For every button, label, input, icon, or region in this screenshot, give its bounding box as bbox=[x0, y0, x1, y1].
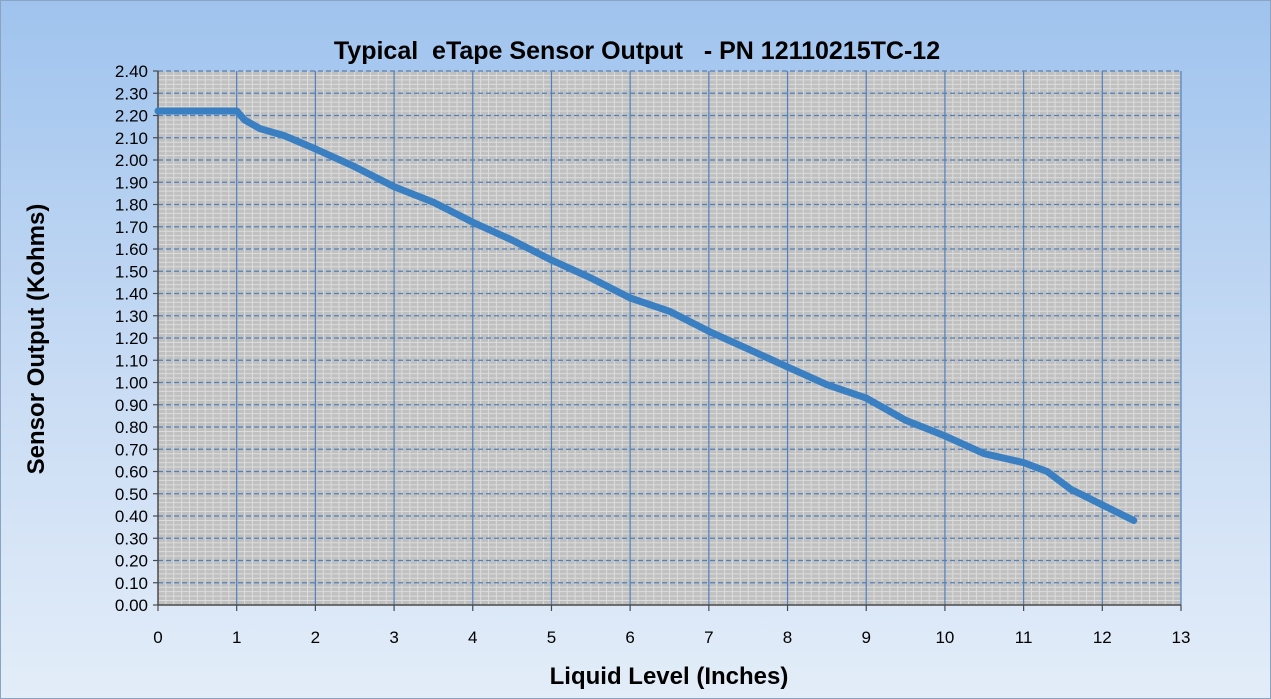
y-tick-label: 1.60 bbox=[115, 240, 148, 259]
x-tick-label: 11 bbox=[1015, 628, 1033, 647]
y-tick-label: 0.70 bbox=[115, 440, 148, 459]
y-tick-label: 2.30 bbox=[115, 84, 148, 103]
x-tick-label: 3 bbox=[389, 628, 398, 647]
x-tick-label: 6 bbox=[625, 628, 634, 647]
x-tick-label: 5 bbox=[547, 628, 556, 647]
y-tick-label: 1.00 bbox=[115, 374, 148, 393]
x-tick-label: 10 bbox=[935, 628, 954, 647]
y-tick-label: 0.20 bbox=[115, 552, 148, 571]
y-tick-label: 0.10 bbox=[115, 574, 148, 593]
x-axis-title: Liquid Level (Inches) bbox=[550, 663, 789, 690]
y-tick-label: 0.30 bbox=[115, 529, 148, 548]
y-tick-label: 0.80 bbox=[115, 418, 148, 437]
y-tick-label: 0.50 bbox=[115, 485, 148, 504]
y-tick-label: 1.50 bbox=[115, 262, 148, 281]
x-tick-label: 8 bbox=[783, 628, 792, 647]
x-tick-label: 1 bbox=[232, 628, 241, 647]
series-line bbox=[154, 107, 1138, 524]
x-tick-label: 7 bbox=[704, 628, 713, 647]
y-tick-label: 1.40 bbox=[115, 285, 148, 304]
x-tick-label: 2 bbox=[311, 628, 320, 647]
y-tick-label: 1.70 bbox=[115, 218, 148, 237]
y-axis-title: Sensor Output (Kohms) bbox=[23, 204, 50, 475]
y-tick-label: 1.30 bbox=[115, 307, 148, 326]
series-layer bbox=[154, 107, 1138, 524]
y-tick-label: 0.60 bbox=[115, 463, 148, 482]
y-tick-labels: 0.00 0.10 0.20 0.30 0.40 0.50 0.60 0.70 0.80 0.90… bbox=[115, 62, 148, 615]
x-tick-label: 0 bbox=[153, 628, 162, 647]
x-tick-labels: 0 1 2 3 4 5 6 7 8 9 10 11 12 13 bbox=[153, 628, 1190, 647]
x-tick-label: 13 bbox=[1172, 628, 1191, 647]
x-tick-label: 4 bbox=[468, 628, 477, 647]
y-tick-label: 0.00 bbox=[115, 596, 148, 615]
major-gridlines bbox=[158, 70, 1182, 605]
y-tick-label: 1.20 bbox=[115, 329, 148, 348]
x-tick-label: 12 bbox=[1093, 628, 1112, 647]
minor-gridlines bbox=[158, 71, 1181, 605]
y-tick-label: 2.20 bbox=[115, 107, 148, 126]
y-tick-label: 2.40 bbox=[115, 62, 148, 81]
axes bbox=[153, 70, 1182, 611]
y-tick-label: 1.90 bbox=[115, 173, 148, 192]
y-tick-label: 1.80 bbox=[115, 196, 148, 215]
y-tick-label: 0.40 bbox=[115, 507, 148, 526]
chart-title: Typical eTape Sensor Output - PN 1211021… bbox=[334, 37, 940, 65]
x-tick-label: 9 bbox=[861, 628, 870, 647]
y-tick-label: 2.00 bbox=[115, 151, 148, 170]
y-tick-label: 2.10 bbox=[115, 129, 148, 148]
y-tick-label: 0.90 bbox=[115, 396, 148, 415]
y-tick-label: 1.10 bbox=[115, 351, 148, 370]
